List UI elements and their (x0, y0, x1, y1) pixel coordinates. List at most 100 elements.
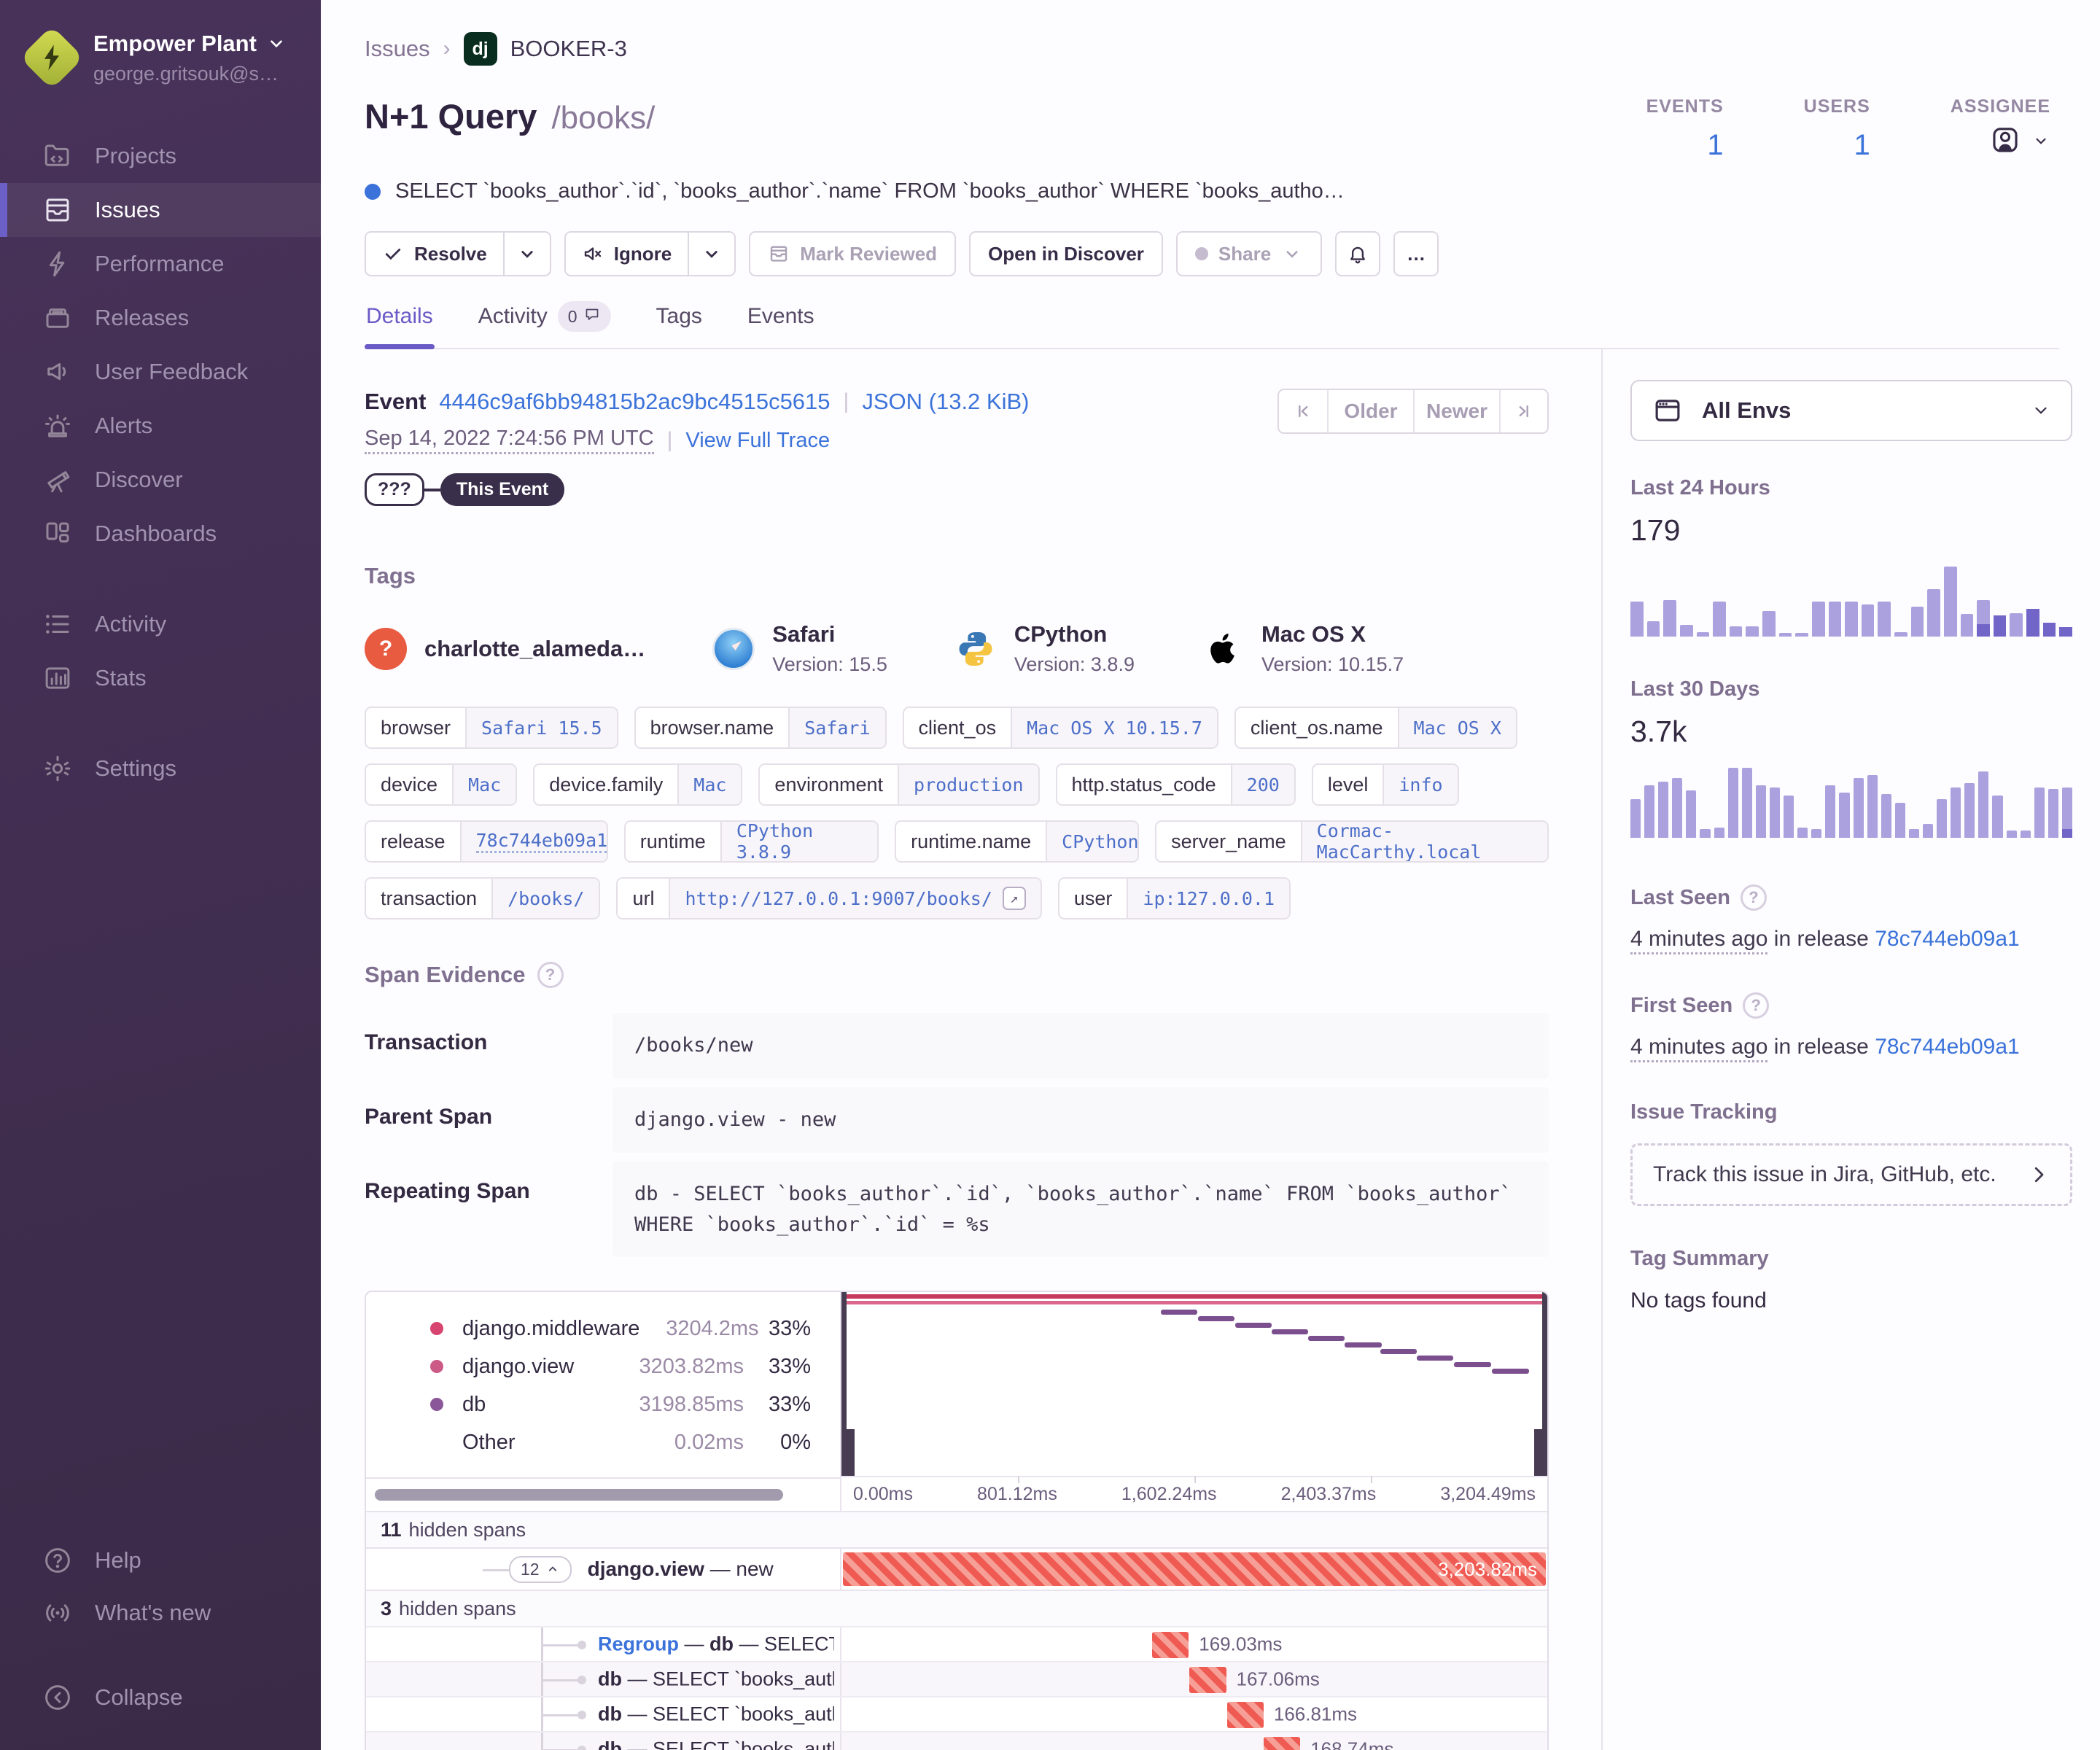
span-duration-bar[interactable] (1151, 1632, 1189, 1659)
tag-value[interactable]: Safari (788, 708, 885, 747)
event-json-link[interactable]: JSON (13.2 KiB) (862, 389, 1030, 414)
tag-value[interactable]: 78c744eb09a1 (459, 822, 607, 861)
ignore-button[interactable]: Ignore (566, 233, 688, 275)
unknown-badge[interactable]: ??? (365, 473, 424, 506)
minimap-left-handle[interactable] (841, 1292, 855, 1477)
event-id-link[interactable]: 4446c9af6bb94815b2ac9bc4515c5615 (439, 389, 831, 414)
resolve-dropdown[interactable] (502, 233, 550, 275)
sidebar-item-performance[interactable]: Performance (0, 237, 321, 291)
tag-value[interactable]: Mac OS X (1397, 708, 1516, 747)
tag-value[interactable]: 200 (1230, 765, 1294, 804)
tab-tags[interactable]: Tags (655, 301, 704, 348)
older-event-button[interactable]: Older (1327, 390, 1413, 432)
newest-event-button[interactable] (1499, 390, 1547, 432)
sidebar-item-activity[interactable]: Activity (0, 597, 321, 651)
sidebar-item-label: What's new (95, 1600, 211, 1625)
horizontal-scrollbar[interactable] (375, 1489, 783, 1501)
span-description[interactable]: db — SELECT `books_author` (598, 1668, 834, 1690)
chart-bar-dark-segment (2061, 829, 2072, 838)
span-description[interactable]: db — SELECT `books_author` (598, 1738, 834, 1750)
tab-details[interactable]: Details (365, 301, 435, 349)
tag-value[interactable]: Safari 15.5 (465, 708, 617, 747)
open-in-discover-button[interactable]: Open in Discover (969, 231, 1163, 276)
span-description[interactable]: db — SELECT `books_author` (598, 1703, 834, 1725)
external-link-icon[interactable]: ↗ (1002, 887, 1026, 910)
sidebar-item-discover[interactable]: Discover (0, 453, 321, 507)
featured-tag-cpython[interactable]: CPython Version: 3.8.9 (954, 621, 1135, 676)
legend-row-other: Other 0.02ms 0% (366, 1423, 840, 1461)
minimap-right-handle[interactable] (1534, 1292, 1547, 1477)
tag-value[interactable]: ip:127.0.0.1 (1127, 879, 1290, 918)
sidebar-item-releases[interactable]: Releases (0, 291, 321, 345)
sidebar-item-settings[interactable]: Settings (0, 742, 321, 796)
sidebar-item-issues[interactable]: Issues (0, 183, 321, 237)
oldest-event-button[interactable] (1279, 390, 1327, 432)
chart-bar (1881, 794, 1891, 838)
release-link[interactable]: 78c744eb09a1 (1875, 927, 2020, 951)
span-duration-bar[interactable] (1263, 1737, 1301, 1750)
chart-bar (1992, 796, 2003, 838)
collapse-group-badge[interactable]: 12 (509, 1555, 572, 1583)
tag-value[interactable]: CPython 3.8.9 (720, 822, 878, 861)
tag-pill-environment: environment production (758, 763, 1040, 806)
tag-value[interactable]: Mac OS X 10.15.7 (1011, 708, 1217, 747)
tab-events[interactable]: Events (746, 301, 816, 348)
featured-tag-charlotte-alameda[interactable]: ? charlotte_alameda… (365, 627, 645, 670)
help-question-icon[interactable]: ? (1743, 992, 1770, 1019)
sidebar-item-what-s-new[interactable]: What's new (0, 1587, 321, 1639)
sidebar-item-collapse[interactable]: Collapse (0, 1671, 321, 1724)
sidebar-item-alerts[interactable]: Alerts (0, 399, 321, 453)
ignore-dropdown[interactable] (688, 233, 734, 275)
help-question-icon[interactable]: ? (537, 962, 564, 988)
tag-value[interactable]: CPython (1046, 822, 1138, 861)
chart-bar (1700, 829, 1711, 838)
share-button[interactable]: Share (1175, 231, 1323, 276)
span-duration-bar[interactable] (1226, 1702, 1264, 1729)
activity-icon (42, 609, 73, 639)
tag-value[interactable]: Mac (677, 765, 742, 804)
tab-activity[interactable]: Activity 0 (477, 301, 612, 348)
tag-value[interactable]: production (898, 765, 1038, 804)
sidebar-item-help[interactable]: Help (0, 1534, 321, 1587)
evidence-value: django.view - new (612, 1086, 1549, 1153)
view-full-trace-link[interactable]: View Full Trace (685, 428, 831, 452)
featured-tag-mac-os-x[interactable]: Mac OS X Version: 10.15.7 (1202, 621, 1404, 676)
track-issue-button[interactable]: Track this issue in Jira, GitHub, etc. (1630, 1143, 2072, 1206)
tag-value[interactable]: info (1382, 765, 1458, 804)
release-link[interactable]: 78c744eb09a1 (1875, 1035, 2020, 1059)
tag-value[interactable]: http://127.0.0.1:9007/books/↗ (669, 879, 1041, 918)
sidebar-item-dashboards[interactable]: Dashboards (0, 507, 321, 561)
event-navigation: Older Newer (1278, 389, 1549, 434)
chart-bar (1714, 827, 1724, 838)
resolve-button[interactable]: Resolve (366, 233, 503, 275)
hidden-spans-mid[interactable]: 3 hidden spans (366, 1590, 1547, 1627)
tag-value[interactable]: Cormac-MacCarthy.local (1300, 822, 1548, 861)
chart-bar (1825, 785, 1836, 838)
environment-selector[interactable]: All Envs (1630, 380, 2072, 441)
events-count[interactable]: 1 (1707, 129, 1724, 161)
breadcrumb-issues[interactable]: Issues (365, 36, 430, 61)
sidebar-item-label: Dashboards (95, 521, 217, 546)
tag-pill-runtime: runtime CPython 3.8.9 (623, 820, 879, 863)
waterfall-minimap[interactable]: 0.00ms 801.12ms 1,602.24ms 2,403.37ms 3,204.… (840, 1292, 1547, 1512)
group-span-bar[interactable]: 3,203.82ms (843, 1552, 1546, 1587)
help-question-icon[interactable]: ? (1741, 884, 1767, 911)
more-actions-button[interactable]: … (1393, 231, 1439, 276)
sidebar-item-stats[interactable]: Stats (0, 651, 321, 705)
assignee-selector[interactable] (1951, 125, 2050, 157)
span-description[interactable]: Regroup — db — SELECT `boo (598, 1633, 834, 1655)
mark-reviewed-button[interactable]: Mark Reviewed (749, 231, 957, 276)
regroup-link[interactable]: Regroup (598, 1633, 679, 1655)
span-duration-bar[interactable] (1189, 1667, 1226, 1694)
featured-tag-safari[interactable]: Safari Version: 15.5 (712, 621, 887, 676)
tag-value[interactable]: Mac (452, 765, 516, 804)
sidebar-item-projects[interactable]: Projects (0, 129, 321, 183)
hidden-spans-above[interactable]: 11 hidden spans (366, 1511, 1547, 1548)
subscribe-bell-button[interactable] (1335, 231, 1381, 276)
org-switcher[interactable]: Empower Plant george.gritsouk@s… (0, 0, 321, 114)
newer-event-button[interactable]: Newer (1413, 390, 1499, 432)
featured-tag-name: Mac OS X (1261, 621, 1366, 647)
sidebar-item-user-feedback[interactable]: User Feedback (0, 345, 321, 399)
tag-value[interactable]: /books/ (491, 879, 599, 918)
users-count[interactable]: 1 (1854, 129, 1870, 161)
